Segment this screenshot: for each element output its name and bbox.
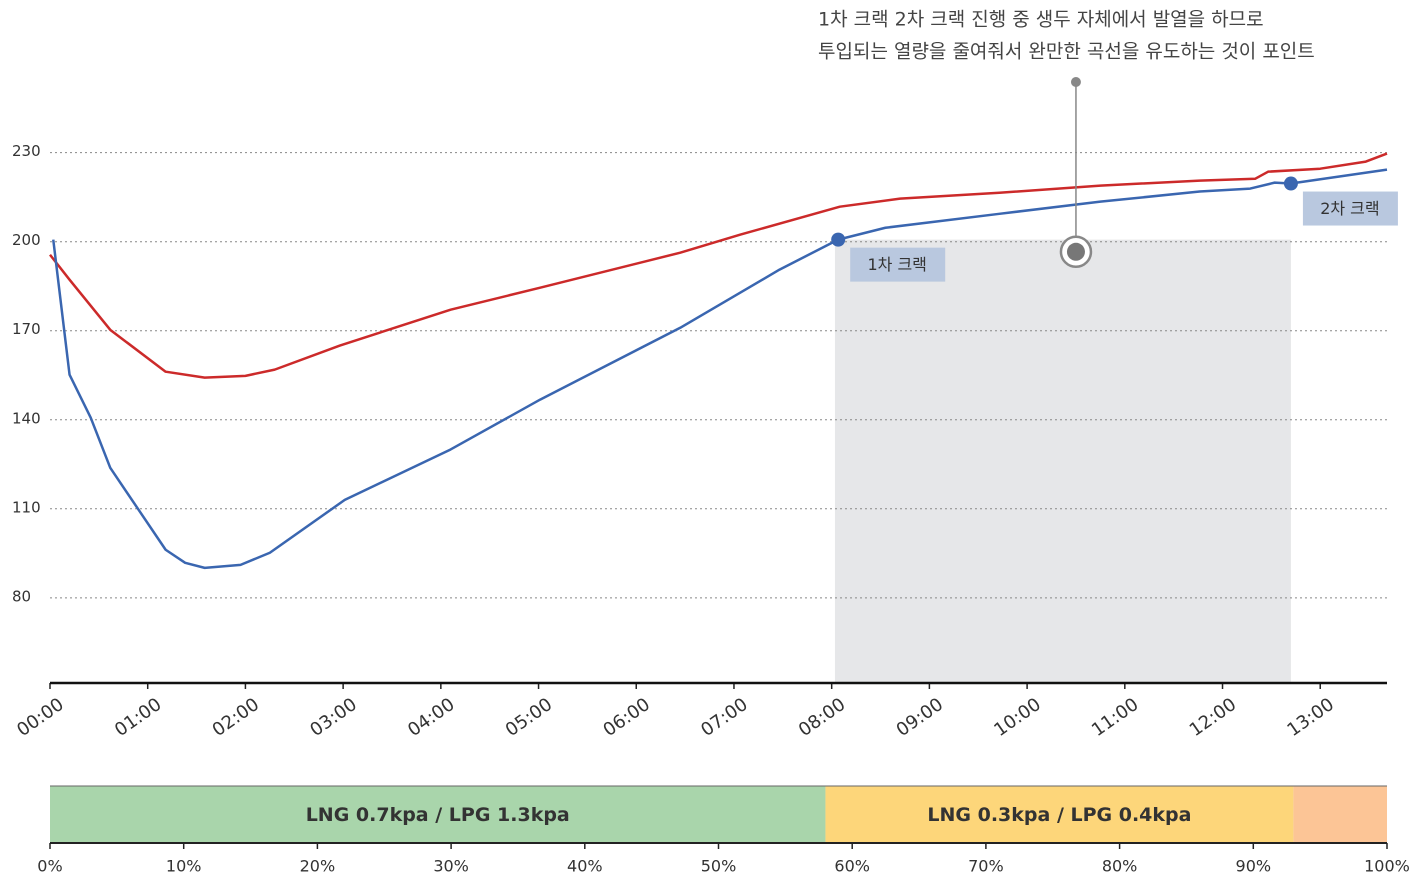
x-tick-label: 06:00 [599, 694, 654, 741]
bar-segment [825, 786, 1294, 843]
highlight-region [834, 239, 1291, 683]
x-tick-label: 07:00 [697, 694, 752, 741]
x-tick-label: 13:00 [1283, 694, 1338, 741]
crack-label: 1차 크랙 [867, 255, 926, 274]
label-box [850, 247, 946, 282]
note-text: 1차 크랙 2차 크랙 진행 중 생두 자체에서 발열을 하므로 [818, 9, 1264, 31]
line-series [49, 152, 1388, 379]
x-tick-label: 60% [834, 857, 870, 876]
x-tick-label: 04:00 [404, 694, 459, 741]
crack-point [831, 232, 846, 247]
segment-label: LNG 0.7kpa / LPG 1.3kpa [306, 804, 570, 826]
x-tick-label: 80% [1102, 857, 1138, 876]
y-tick-label: 80 [12, 587, 31, 605]
x-tick-label: 12:00 [1186, 694, 1241, 741]
x-tick-label: 02:00 [209, 694, 264, 741]
x-tick-label: 11:00 [1088, 694, 1143, 741]
x-tick-label: 20% [300, 857, 336, 876]
y-tick-label: 110 [12, 498, 41, 516]
y-tick-label: 230 [12, 142, 41, 160]
note-center [1066, 242, 1085, 261]
x-tick-label: 08:00 [795, 694, 850, 741]
x-tick-label: 01:00 [111, 694, 166, 741]
crack-label: 2차 크랙 [1320, 199, 1379, 218]
note-dot [1070, 77, 1081, 87]
note-text: 투입되는 열량을 줄여줘서 완만한 곡선을 유도하는 것이 포인트 [818, 41, 1315, 63]
x-tick-label: 50% [701, 857, 737, 876]
line-series [52, 168, 1388, 570]
bar-segment [50, 786, 826, 843]
crack-point [1283, 176, 1298, 191]
x-tick-label: 90% [1236, 857, 1272, 876]
x-tick-label: 40% [567, 857, 603, 876]
segment-label: LNG 0.3kpa / LPG 0.4kpa [927, 804, 1191, 826]
y-tick-label: 170 [12, 320, 41, 338]
x-tick-label: 100% [1364, 857, 1410, 876]
y-tick-label: 200 [12, 231, 41, 249]
x-tick-label: 30% [433, 857, 469, 876]
x-tick-label: 09:00 [893, 694, 948, 741]
label-box [1302, 191, 1398, 226]
x-tick-label: 0% [37, 857, 62, 876]
x-tick-label: 03:00 [306, 694, 361, 741]
x-tick-label: 10% [166, 857, 202, 876]
x-tick-label: 05:00 [502, 694, 557, 741]
bar-segment [1293, 786, 1387, 843]
y-tick-label: 140 [12, 409, 41, 427]
x-tick-label: 70% [968, 857, 1004, 876]
x-tick-label: 00:00 [13, 694, 68, 741]
x-tick-label: 10:00 [990, 694, 1045, 741]
